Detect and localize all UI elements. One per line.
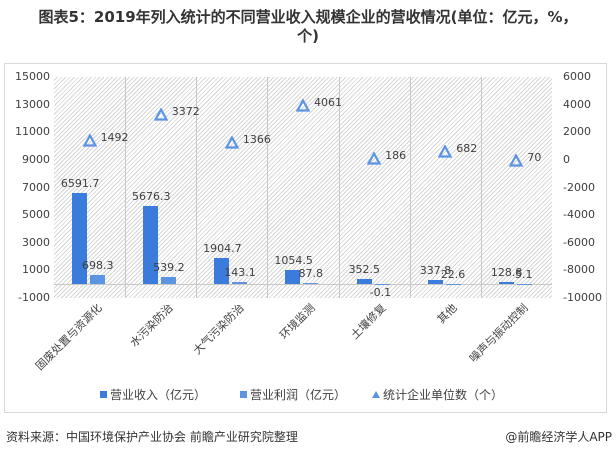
category-separator — [339, 77, 340, 298]
category-separator — [410, 77, 411, 298]
bar-value-label: 337.8 — [419, 263, 452, 277]
legend-label: 营业利润（亿元） — [250, 388, 347, 402]
right-axis-tick: 0 — [563, 152, 570, 166]
bar-value-label: 6591.7 — [60, 177, 100, 191]
left-axis-tick: -1000 — [18, 291, 50, 304]
bar-revenue — [285, 269, 301, 285]
right-axis-tick: 4000 — [563, 97, 591, 111]
right-axis-tick: 6000 — [563, 70, 591, 83]
bar-value-label: 1904.7 — [203, 241, 242, 255]
left-axis-tick: 13000 — [15, 97, 50, 111]
bar-profit — [374, 284, 390, 286]
marker-value-label: 70 — [527, 150, 542, 164]
category-separator — [267, 77, 268, 298]
legend-item-count: 统计企业单位数（个） — [372, 386, 503, 403]
bar-revenue — [356, 279, 372, 285]
bar-profit — [445, 283, 461, 285]
category-separator — [481, 77, 482, 298]
credit-note: @前瞻经济学人APP — [505, 430, 612, 444]
plot-area: 6591.7 698.3 1492 5676.3 539.2 3372 1904.7 143.… — [54, 77, 552, 300]
legend-square-icon — [100, 391, 107, 398]
left-axis-tick: 7000 — [22, 180, 50, 194]
bar-profit — [161, 276, 177, 285]
source-note: 资料来源：中国环境保护产业协会 前瞻产业研究院整理 — [6, 430, 298, 444]
bar-value-label: 128.8 — [490, 266, 523, 280]
bar-value-label: 22.6 — [440, 267, 466, 281]
marker-value-label: 1492 — [100, 131, 129, 145]
left-axis-tick: 11000 — [15, 125, 50, 139]
legend-triangle-icon — [372, 391, 380, 398]
right-axis-tick: -4000 — [563, 208, 595, 222]
category-separator — [125, 77, 126, 298]
right-axis-tick: -8000 — [563, 263, 595, 277]
bar-profit — [516, 284, 532, 286]
chart-title: 图表5：2019年列入统计的不同营业收入规模企业的营收情况(单位：亿元，%， 个… — [0, 8, 616, 46]
bar-revenue — [214, 257, 230, 285]
bar-value-label: -0.1 — [369, 286, 392, 300]
zero-baseline — [54, 284, 552, 285]
right-axis-tick: -6000 — [563, 235, 595, 249]
bar-value-label: 1054.5 — [274, 253, 313, 267]
chart-title-line1: 图表5：2019年列入统计的不同营业收入规模企业的营收情况(单位：亿元，%， — [38, 8, 578, 26]
legend-item-profit: 营业利润（亿元） — [240, 386, 346, 403]
marker-value-label: 186 — [385, 149, 407, 163]
legend-label: 统计企业单位数（个） — [383, 388, 504, 402]
marker-value-label: 3372 — [171, 105, 200, 119]
bar-value-label: 539.2 — [153, 260, 185, 274]
bar-revenue — [143, 205, 159, 285]
left-axis-tick: 5000 — [22, 208, 50, 222]
marker-value-label: 1366 — [242, 133, 271, 146]
right-axis-tick: -10000 — [563, 291, 602, 304]
bar-value-label: 87.8 — [298, 266, 324, 280]
bar-revenue — [72, 193, 87, 285]
bar-revenue — [427, 279, 443, 285]
left-axis-tick: 9000 — [22, 152, 50, 166]
bar-value-label: 5.1 — [515, 268, 533, 282]
bar-value-label: 5676.3 — [132, 189, 171, 203]
chart-frame — [4, 63, 607, 413]
bar-value-label: 352.5 — [348, 263, 381, 277]
right-axis-tick: -2000 — [563, 180, 595, 194]
right-axis-tick: 2000 — [563, 125, 591, 139]
bar-value-label: 143.1 — [224, 266, 256, 280]
bar-profit — [232, 282, 248, 285]
left-axis-tick: 1000 — [22, 263, 50, 277]
chart-title-line2: 个) — [297, 27, 319, 45]
bar-profit — [90, 274, 105, 285]
marker-value-label: 682 — [456, 142, 478, 156]
left-axis-tick: 3000 — [22, 235, 50, 249]
bar-profit — [303, 282, 319, 285]
legend-label: 营业收入（亿元） — [110, 388, 207, 402]
bar-value-label: 698.3 — [82, 258, 114, 272]
category-separator — [196, 77, 197, 298]
legend-item-revenue: 营业收入（亿元） — [100, 386, 206, 403]
bar-revenue — [498, 282, 514, 285]
left-axis-tick: 15000 — [15, 70, 50, 83]
legend-square-icon — [240, 391, 247, 398]
marker-value-label: 4061 — [314, 95, 342, 109]
